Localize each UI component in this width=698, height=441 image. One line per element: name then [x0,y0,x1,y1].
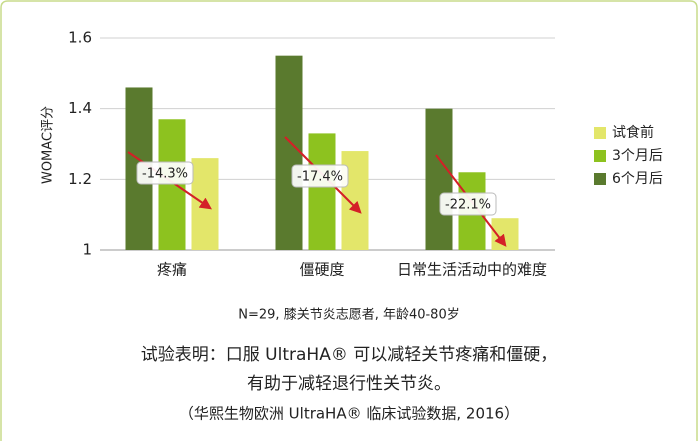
annotation: -17.4% [297,170,343,185]
note: N=29, 膝关节炎志愿者, 年龄40-80岁 [238,308,459,323]
x-tick-label: 疼痛 [157,261,187,279]
annotation-box [291,164,349,188]
annotation-box [439,192,497,216]
y-tick-label: 1.4 [68,99,92,117]
caption: 有助于减轻退行性关节炎。 [247,374,451,394]
caption: （华熙生物欧洲 UltraHA® 临床试验数据, 2016） [179,405,519,423]
y-tick-label: 1.2 [68,170,92,188]
annotation: -22.1% [445,198,491,213]
bar [425,108,453,251]
legend-swatch [594,127,606,139]
legend-label: 3个月后 [612,148,663,164]
bar [308,133,336,250]
legend-label: 6个月后 [612,171,663,187]
annotation-box [136,161,194,185]
x-tick-label: 日常生活活动中的难度 [397,261,547,279]
legend-label: 试食前 [612,124,654,141]
y-axis-label: WOMAC评分 [41,106,56,184]
y-tick-label: 1 [82,241,92,259]
y-tick-label: 1.6 [68,29,92,47]
caption: 试验表明：口服 UltraHA® 可以减轻关节疼痛和僵硬， [141,345,557,365]
bar [275,55,303,250]
bar [158,119,186,251]
legend-swatch [594,173,606,185]
legend-swatch [594,150,606,162]
annotation: -14.3% [142,167,188,182]
x-tick-label: 僵硬度 [299,261,344,279]
